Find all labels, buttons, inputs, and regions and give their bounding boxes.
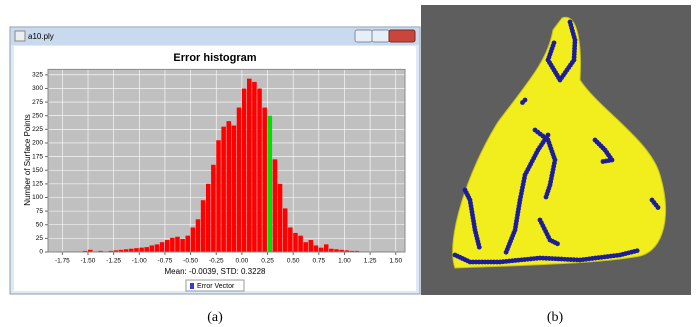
y-tick-label: 175 <box>32 153 43 160</box>
error-point <box>555 241 560 246</box>
caption-b: (b) <box>547 310 564 325</box>
y-tick-label: 125 <box>32 181 43 188</box>
legend: Error Vector <box>186 280 244 291</box>
x-tick-label: 0.50 <box>287 258 300 265</box>
x-tick-label: -0.50 <box>183 258 198 265</box>
bar <box>185 236 190 252</box>
bar <box>180 239 185 252</box>
close-button[interactable] <box>389 30 415 42</box>
bar <box>303 242 308 252</box>
bar <box>278 184 283 252</box>
figure: a10.ply Error histogram Number of Surfac… <box>0 0 698 327</box>
bar <box>150 245 155 252</box>
x-tick-label: 0.25 <box>261 258 274 265</box>
y-tick-label: 300 <box>32 85 43 92</box>
bar <box>257 88 262 252</box>
legend-label: Error Vector <box>197 283 235 290</box>
minimize-button[interactable] <box>355 30 372 42</box>
x-tick-label: -1.50 <box>81 258 96 265</box>
bar <box>216 140 221 252</box>
window-icon <box>15 31 25 41</box>
y-tick-label: 150 <box>32 167 43 174</box>
bar <box>293 233 298 252</box>
x-tick-label: 1.00 <box>338 258 351 265</box>
chart-title: Error histogram <box>173 52 256 64</box>
bar <box>196 219 201 252</box>
bar <box>227 121 232 252</box>
bar <box>242 88 247 252</box>
plot: 0 25 50 75 100 125 150 175 200 225 250 275 300 325 -1.… <box>32 69 405 264</box>
bar <box>288 227 293 252</box>
legend-swatch <box>190 283 194 289</box>
bar <box>155 244 160 252</box>
bar <box>191 227 196 252</box>
bar <box>134 248 139 252</box>
bar <box>206 184 211 252</box>
bar <box>232 126 237 252</box>
error-point <box>601 159 606 164</box>
y-tick-label: 100 <box>32 194 43 201</box>
y-tick-label: 275 <box>32 99 43 106</box>
bar <box>283 208 288 252</box>
x-tick-label: -1.75 <box>55 258 70 265</box>
window-title: a10.ply <box>28 32 54 41</box>
bar <box>298 236 303 252</box>
x-tick-label: -1.25 <box>106 258 121 265</box>
bar <box>309 240 314 252</box>
maximize-button[interactable] <box>372 30 389 42</box>
bar <box>221 127 226 252</box>
bar <box>268 116 273 252</box>
y-tick-label: 50 <box>36 221 44 228</box>
bar <box>170 238 175 252</box>
bar <box>319 248 324 252</box>
bar <box>247 79 252 252</box>
bar <box>144 247 149 252</box>
error-point <box>552 40 557 45</box>
x-tick-label: -1.00 <box>132 258 147 265</box>
y-tick-label: 25 <box>36 235 44 242</box>
bar <box>139 248 144 252</box>
error-point <box>656 205 661 210</box>
error-point <box>520 100 525 105</box>
bar <box>211 165 216 252</box>
y-tick-label: 0 <box>39 249 43 256</box>
bar <box>273 159 278 252</box>
bar <box>160 242 165 252</box>
bar <box>252 82 257 252</box>
x-tick-label: 0.00 <box>236 258 249 265</box>
caption-a: (a) <box>207 310 223 325</box>
x-tick-label: 0.75 <box>312 258 325 265</box>
y-tick-label: 75 <box>36 208 44 215</box>
bar <box>314 245 319 252</box>
y-tick-label: 250 <box>32 112 43 119</box>
x-axis-label: Mean: -0.0039, STD: 0.3228 <box>165 267 267 276</box>
bar <box>175 237 180 252</box>
bar <box>324 244 329 252</box>
error-point <box>544 195 549 200</box>
y-tick-label: 325 <box>32 72 43 79</box>
bar <box>165 240 170 252</box>
error-point <box>635 248 640 253</box>
x-tick-label: 1.50 <box>389 258 402 265</box>
bar <box>201 200 206 252</box>
x-tick-label: 1.25 <box>364 258 377 265</box>
x-tick-label: -0.75 <box>158 258 173 265</box>
bar <box>237 108 242 252</box>
y-tick-label: 225 <box>32 126 43 133</box>
x-tick-label: -0.25 <box>209 258 224 265</box>
bar <box>262 108 267 252</box>
error-point <box>504 250 509 255</box>
y-tick-label: 200 <box>32 140 43 147</box>
render-panel <box>421 5 691 295</box>
y-axis-label: Number of Surface Points <box>23 114 32 206</box>
error-point <box>477 245 482 250</box>
